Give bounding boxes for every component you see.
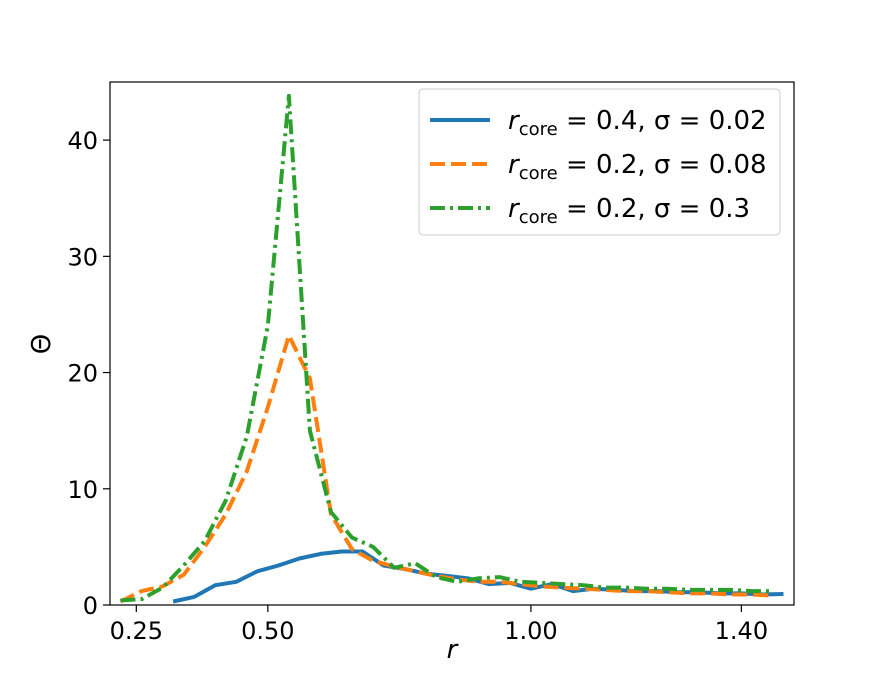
plot-lines: [119, 93, 784, 604]
y-axis-label: Θ: [27, 334, 57, 354]
y-axis-ticks: 0 10 20 30 40: [67, 127, 110, 620]
x-axis-label: r: [447, 635, 460, 665]
legend-label-3: rcore = 0.2, σ = 0.3: [508, 194, 750, 228]
x-tick-label: 0.25: [110, 617, 163, 645]
y-tick-label: 40: [67, 127, 98, 155]
plot-frame: [109, 81, 795, 606]
y-tick-label: 0: [83, 592, 98, 620]
series-line-3: [120, 93, 773, 603]
y-tick-label: 10: [67, 476, 98, 504]
legend-label-2: rcore = 0.2, σ = 0.08: [508, 150, 767, 184]
series-line-2: [119, 333, 774, 604]
x-tick-label: 1.00: [504, 617, 557, 645]
legend-box: [418, 88, 781, 236]
y-tick-label: 30: [67, 243, 98, 271]
x-axis-ticks: 0.25 0.50 1.00 1.40: [110, 605, 768, 645]
legend: rcore = 0.4, σ = 0.02 rcore = 0.2, σ = 0.…: [418, 88, 781, 236]
x-tick-label: 0.50: [241, 617, 294, 645]
y-tick-label: 20: [67, 360, 98, 388]
legend-entries: rcore = 0.4, σ = 0.02 rcore = 0.2, σ = 0.…: [430, 106, 767, 228]
legend-label-1: rcore = 0.4, σ = 0.02: [508, 106, 767, 140]
x-tick-label: 1.40: [715, 617, 768, 645]
